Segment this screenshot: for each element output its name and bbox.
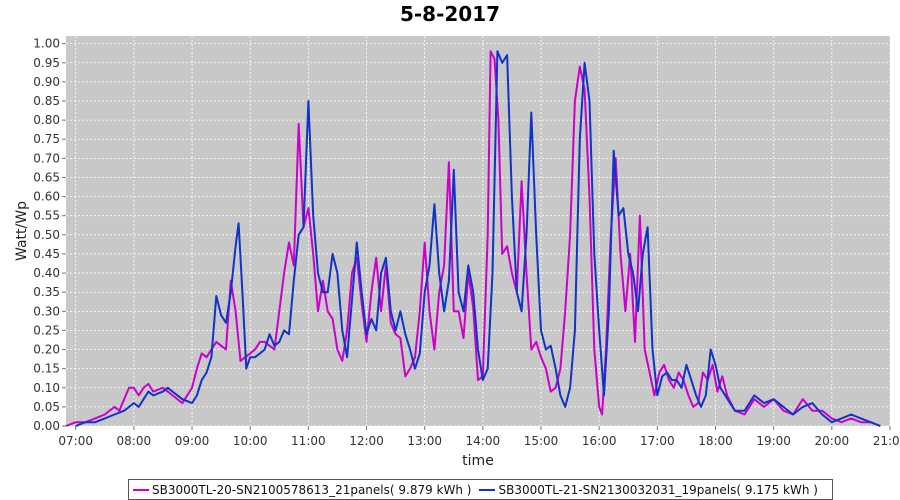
y-tick-label: 0.00 (33, 419, 60, 433)
y-tick-label: 0.85 (33, 94, 60, 108)
x-tick-label: 11:00 (291, 434, 326, 448)
y-tick-label: 0.40 (33, 266, 60, 280)
y-axis-label: Watt/Wp (14, 201, 30, 261)
x-axis-label: time (462, 453, 494, 469)
y-tick-label: 0.50 (33, 228, 60, 242)
y-tick-label: 0.55 (33, 209, 60, 223)
y-axis-ticks: 0.00 0.05 0.10 0.15 0.20 0.25 0.30 0.35 0.40 0.45… (33, 37, 66, 433)
legend-swatch-series-1 (133, 488, 149, 491)
legend-item-series-2: SB3000TL-21-SN2130032031_19panels( 9.175… (479, 482, 818, 497)
series-lines (65, 50, 881, 427)
x-tick-label: 17:00 (640, 434, 675, 448)
x-tick-label: 14:00 (466, 434, 501, 448)
y-tick-label: 0.80 (33, 113, 60, 127)
x-tick-label: 15:00 (524, 434, 559, 448)
legend: SB3000TL-20-SN2100578613_21panels( 9.879… (128, 479, 833, 500)
y-tick-label: 0.90 (33, 75, 60, 89)
y-tick-label: 0.35 (33, 285, 60, 299)
y-tick-label: 0.60 (33, 190, 60, 204)
x-tick-label: 19:00 (756, 434, 791, 448)
y-tick-label: 0.95 (33, 56, 60, 70)
y-tick-label: 0.70 (33, 151, 60, 165)
series-line-1 (65, 50, 881, 427)
y-tick-label: 0.45 (33, 247, 60, 261)
y-tick-label: 0.30 (33, 304, 60, 318)
series-line-2 (75, 50, 881, 427)
chart-area: 0.00 0.05 0.10 0.15 0.20 0.25 0.30 0.35 0.40 0.45… (14, 36, 900, 469)
x-tick-label: 18:00 (698, 434, 733, 448)
y-tick-label: 0.25 (33, 323, 60, 337)
legend-label-series-2: SB3000TL-21-SN2130032031_19panels( 9.175… (498, 482, 818, 497)
y-tick-label: 0.05 (33, 400, 60, 414)
y-tick-label: 0.10 (33, 381, 60, 395)
x-tick-label: 07:00 (58, 434, 93, 448)
legend-swatch-series-2 (479, 488, 496, 491)
x-tick-label: 09:00 (175, 434, 210, 448)
y-tick-label: 0.15 (33, 362, 60, 376)
y-tick-label: 0.75 (33, 132, 60, 146)
legend-label-series-1: SB3000TL-20-SN2100578613_21panels( 9.879… (152, 482, 472, 497)
y-tick-label: 0.65 (33, 170, 60, 184)
x-tick-label: 20:00 (815, 434, 850, 448)
x-tick-label: 16:00 (582, 434, 617, 448)
x-tick-label: 12:00 (349, 434, 384, 448)
chart-title: 5-8-2017 (399, 2, 501, 26)
x-tick-label: 21:00 (873, 434, 900, 448)
legend-item-series-1: SB3000TL-20-SN2100578613_21panels( 9.879… (133, 483, 471, 497)
x-tick-label: 10:00 (233, 434, 268, 448)
y-tick-label: 0.20 (33, 343, 60, 357)
x-tick-label: 13:00 (407, 434, 442, 448)
x-tick-label: 08:00 (117, 434, 152, 448)
y-tick-label: 1.00 (33, 37, 60, 51)
x-axis-ticks: 07:00 08:00 09:00 10:00 11:00 12:00 13:00 14:00… (58, 426, 900, 448)
